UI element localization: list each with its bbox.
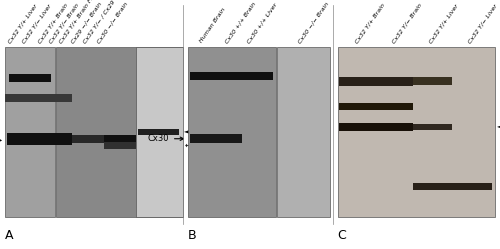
FancyBboxPatch shape xyxy=(338,47,495,217)
FancyBboxPatch shape xyxy=(104,134,136,143)
Text: B: B xyxy=(188,229,196,242)
Text: Cx30 +/+ Liver: Cx30 +/+ Liver xyxy=(246,1,278,44)
Text: Cx30 +/+ Brain: Cx30 +/+ Brain xyxy=(224,1,257,44)
FancyBboxPatch shape xyxy=(452,183,492,189)
Text: Cx29 −/− Brain: Cx29 −/− Brain xyxy=(70,1,102,44)
Text: Cx32 Y/− Liver: Cx32 Y/− Liver xyxy=(468,3,498,44)
Text: Cx30 −/− Brain: Cx30 −/− Brain xyxy=(97,1,129,44)
FancyBboxPatch shape xyxy=(413,124,453,130)
FancyBboxPatch shape xyxy=(190,72,216,80)
FancyBboxPatch shape xyxy=(377,103,413,110)
FancyBboxPatch shape xyxy=(7,133,38,145)
FancyBboxPatch shape xyxy=(339,76,377,86)
FancyBboxPatch shape xyxy=(5,94,37,102)
FancyBboxPatch shape xyxy=(339,103,377,110)
Text: C: C xyxy=(338,229,346,242)
FancyBboxPatch shape xyxy=(190,134,216,143)
Text: Cx30: Cx30 xyxy=(148,134,184,143)
Text: Cx30 −/− Brain: Cx30 −/− Brain xyxy=(298,1,330,44)
FancyBboxPatch shape xyxy=(37,94,72,102)
FancyBboxPatch shape xyxy=(216,134,242,143)
FancyBboxPatch shape xyxy=(38,133,72,145)
Text: Cx32 Y/+ Liver: Cx32 Y/+ Liver xyxy=(428,3,460,44)
FancyBboxPatch shape xyxy=(190,72,238,80)
Text: ←CR: ←CR xyxy=(184,141,202,150)
FancyBboxPatch shape xyxy=(8,73,30,82)
Text: Human Brain: Human Brain xyxy=(199,7,227,44)
FancyBboxPatch shape xyxy=(216,72,242,80)
FancyBboxPatch shape xyxy=(5,47,54,217)
Text: Cx32 Y/− Liver: Cx32 Y/− Liver xyxy=(22,3,52,44)
FancyBboxPatch shape xyxy=(30,73,51,82)
FancyBboxPatch shape xyxy=(56,47,182,217)
Text: ◄Cx26: ◄Cx26 xyxy=(496,123,500,131)
FancyBboxPatch shape xyxy=(104,142,136,149)
FancyBboxPatch shape xyxy=(339,123,377,131)
FancyBboxPatch shape xyxy=(413,77,453,85)
FancyBboxPatch shape xyxy=(138,128,179,135)
FancyBboxPatch shape xyxy=(188,47,276,217)
FancyBboxPatch shape xyxy=(278,47,330,217)
Text: ◄Cx32: ◄Cx32 xyxy=(184,127,210,136)
FancyBboxPatch shape xyxy=(136,47,182,217)
Text: Cx32 Y/− / Cx29 −/− Brain: Cx32 Y/− / Cx29 −/− Brain xyxy=(82,0,136,44)
Text: Cx32 Y/+ Brain: Cx32 Y/+ Brain xyxy=(354,2,386,44)
FancyBboxPatch shape xyxy=(72,134,104,143)
FancyBboxPatch shape xyxy=(413,183,453,189)
Text: Cx32: Cx32 xyxy=(0,136,1,145)
Text: Cx32 Y/− Brain: Cx32 Y/− Brain xyxy=(48,2,80,44)
Text: Cx32 Y/+ Brain: Cx32 Y/+ Brain xyxy=(38,2,69,44)
Text: Cx32 Y/+ Brain Fraction 5: Cx32 Y/+ Brain Fraction 5 xyxy=(58,0,110,44)
FancyBboxPatch shape xyxy=(242,72,273,80)
Text: A: A xyxy=(5,229,14,242)
FancyBboxPatch shape xyxy=(28,136,51,142)
FancyBboxPatch shape xyxy=(377,76,413,86)
Text: Cx32 Y/+ Liver: Cx32 Y/+ Liver xyxy=(8,3,38,44)
Text: Cx32 Y/− Brain: Cx32 Y/− Brain xyxy=(391,2,422,44)
FancyBboxPatch shape xyxy=(377,123,413,131)
